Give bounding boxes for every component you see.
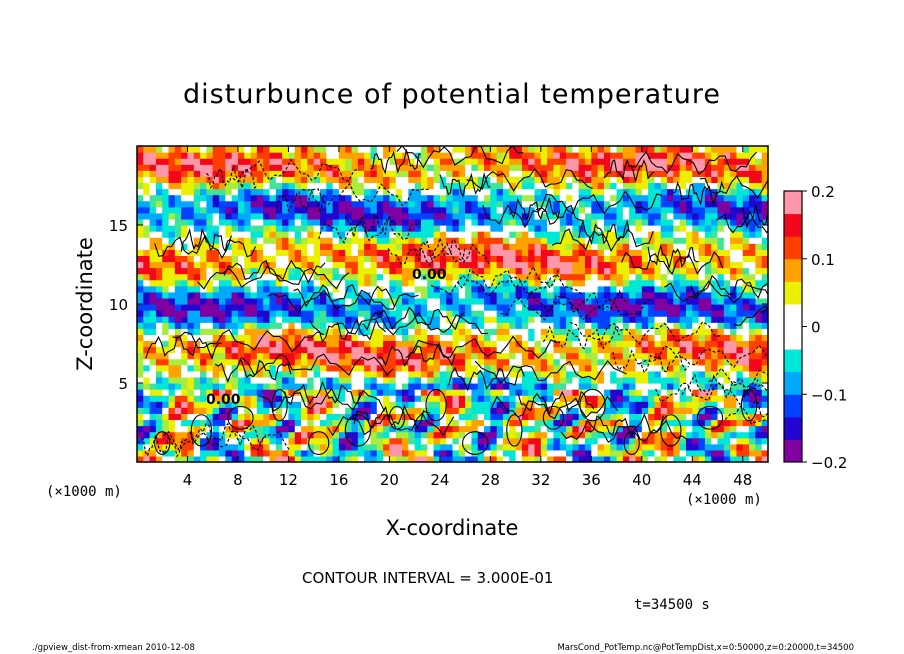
time-label: t=34500 s [634, 597, 710, 613]
x-axis-label: X-coordinate [386, 516, 519, 540]
colorbar-segment [784, 281, 802, 305]
z-unit-label: (×1000 m) [46, 484, 122, 500]
x-axis-ticks: 4 8 12 16 20 24 28 32 36 40 44 48 [183, 146, 752, 489]
x-tick-label: 40 [632, 471, 651, 489]
contour-label: 0.00 [412, 267, 447, 283]
z-axis-ticks: 5 10 15 [109, 217, 768, 393]
x-tick-label: 36 [582, 471, 601, 489]
x-unit-label: (×1000 m) [686, 492, 762, 508]
x-tick-label: 28 [481, 471, 500, 489]
footer-left: ./gpview_dist-from-xmean 2010-12-08 [32, 643, 195, 653]
colorbar-segment [784, 416, 802, 440]
x-tick-label: 8 [233, 471, 243, 489]
colorbar [784, 191, 802, 463]
colorbar-segment [784, 303, 802, 327]
colorbar-segment [784, 439, 802, 463]
colorbar-tick-label: −0.1 [811, 386, 847, 404]
x-tick-label: 16 [329, 471, 348, 489]
x-tick-label: 32 [531, 471, 550, 489]
z-tick-label: 10 [109, 296, 128, 314]
x-tick-label: 24 [430, 471, 449, 489]
contour-interval-text: CONTOUR INTERVAL = 3.000E-01 [302, 569, 553, 587]
x-tick-label: 20 [380, 471, 399, 489]
z-tick-label: 5 [118, 375, 128, 393]
colorbar-ticks: 0.2 0.1 0 −0.1 −0.2 [802, 183, 847, 472]
x-tick-label: 48 [733, 471, 752, 489]
colorbar-segment [784, 394, 802, 418]
colorbar-segment [784, 213, 802, 237]
x-tick-label: 4 [183, 471, 193, 489]
x-tick-label: 44 [683, 471, 702, 489]
colorbar-segment [784, 191, 802, 215]
potential-temperature-field [137, 146, 768, 462]
contour-lines [137, 146, 768, 458]
chart-title: disturbunce of potential temperature [183, 79, 721, 110]
z-axis-label: Z-coordinate [73, 237, 97, 371]
colorbar-tick-label: 0.1 [811, 251, 835, 269]
colorbar-segment [784, 258, 802, 282]
contour-label: 0.00 [206, 392, 241, 408]
colorbar-tick-label: 0 [811, 319, 821, 337]
x-tick-label: 12 [279, 471, 298, 489]
colorbar-tick-label: 0.2 [811, 183, 835, 201]
colorbar-segment [784, 326, 802, 350]
colorbar-tick-label: −0.2 [811, 454, 847, 472]
z-tick-label: 15 [109, 217, 128, 235]
colorbar-segment [784, 371, 802, 395]
colorbar-segment [784, 349, 802, 373]
colorbar-segment [784, 236, 802, 260]
footer-right: MarsCond_PotTemp.nc@PotTempDist,x=0:5000… [557, 643, 854, 653]
